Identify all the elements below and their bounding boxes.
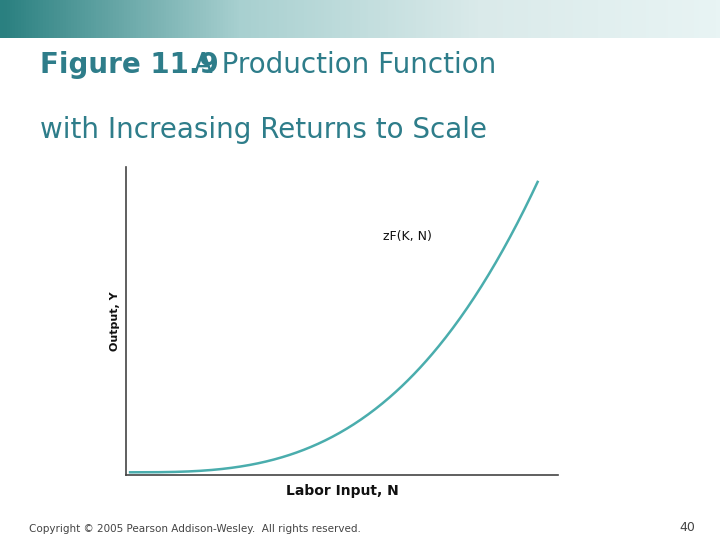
Text: Figure 11.9: Figure 11.9 (40, 51, 218, 79)
Text: zF(K, N): zF(K, N) (383, 230, 431, 243)
Text: with Increasing Returns to Scale: with Increasing Returns to Scale (40, 116, 487, 144)
Text: A Production Function: A Production Function (176, 51, 497, 79)
X-axis label: Labor Input, N: Labor Input, N (286, 483, 398, 497)
Y-axis label: Output, Y: Output, Y (110, 292, 120, 351)
Text: Copyright © 2005 Pearson Addison-Wesley.  All rights reserved.: Copyright © 2005 Pearson Addison-Wesley.… (29, 523, 361, 534)
Text: 40: 40 (679, 521, 695, 534)
